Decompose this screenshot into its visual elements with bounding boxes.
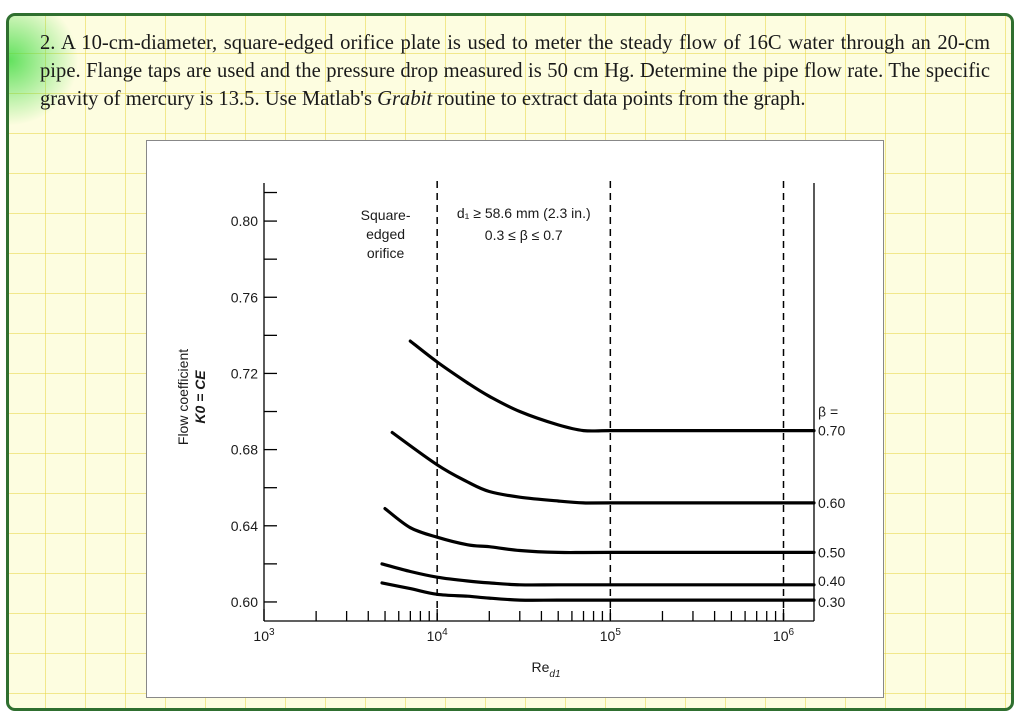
beta-header: β = [818,404,838,420]
series-label-beta-0-70: 0.70 [818,423,845,439]
series-line-beta-0-70 [408,339,816,433]
problem-tail-text: routine to extract data points from the … [432,88,806,110]
series-line-beta-0-40 [380,562,816,587]
flow-coefficient-chart: 0.60 0.64 0.68 0.72 0.76 0.80 103 104 105 106 0.70… [175,181,845,680]
y-tick-label: 0.80 [231,213,258,229]
y-axis-label: Flow coefficient [175,349,191,445]
problem-statement: 2. A 10-cm-diameter, square-edged orific… [40,29,990,113]
orifice-annotation-line: edged [366,226,405,242]
problem-card: 2. A 10-cm-diameter, square-edged orific… [6,13,1014,711]
beta-range-annotation: 0.3 ≤ β ≤ 0.7 [485,227,563,243]
y-tick-label: 0.68 [231,442,258,458]
diameter-range-annotation: d₁ ≥ 58.6 mm (2.3 in.) [457,205,591,221]
series-label-beta-0-30: 0.30 [818,594,845,610]
figure-panel: 0.60 0.64 0.68 0.72 0.76 0.80 103 104 105 106 0.70… [146,140,884,698]
series-label-beta-0-50: 0.50 [818,544,845,560]
x-tick-label: 103 [253,627,275,644]
y-tick-label: 0.76 [231,289,258,305]
y-axis-symbol: K0 = CE [192,370,208,424]
y-tick-label: 0.64 [231,518,258,534]
x-axis-label: Red1 [531,659,560,680]
y-tick-label: 0.60 [231,594,258,610]
orifice-annotation-line: Square- [361,207,411,223]
x-tick-label: 105 [600,627,622,644]
highlight-glow [9,16,79,126]
orifice-annotation-line: orifice [367,245,405,261]
y-tick-label: 0.72 [231,365,258,381]
series-label-beta-0-60: 0.60 [818,495,845,511]
series-line-beta-0-50 [383,507,816,555]
x-tick-label: 106 [773,627,795,644]
series-line-beta-0-60 [390,430,816,505]
series-line-beta-0-30 [380,581,816,602]
grabit-word: Grabit [377,88,433,110]
series-label-beta-0-40: 0.40 [818,573,845,589]
problem-text: 2. A 10-cm-diameter, square-edged orific… [40,32,990,110]
x-tick-label: 104 [427,627,449,644]
